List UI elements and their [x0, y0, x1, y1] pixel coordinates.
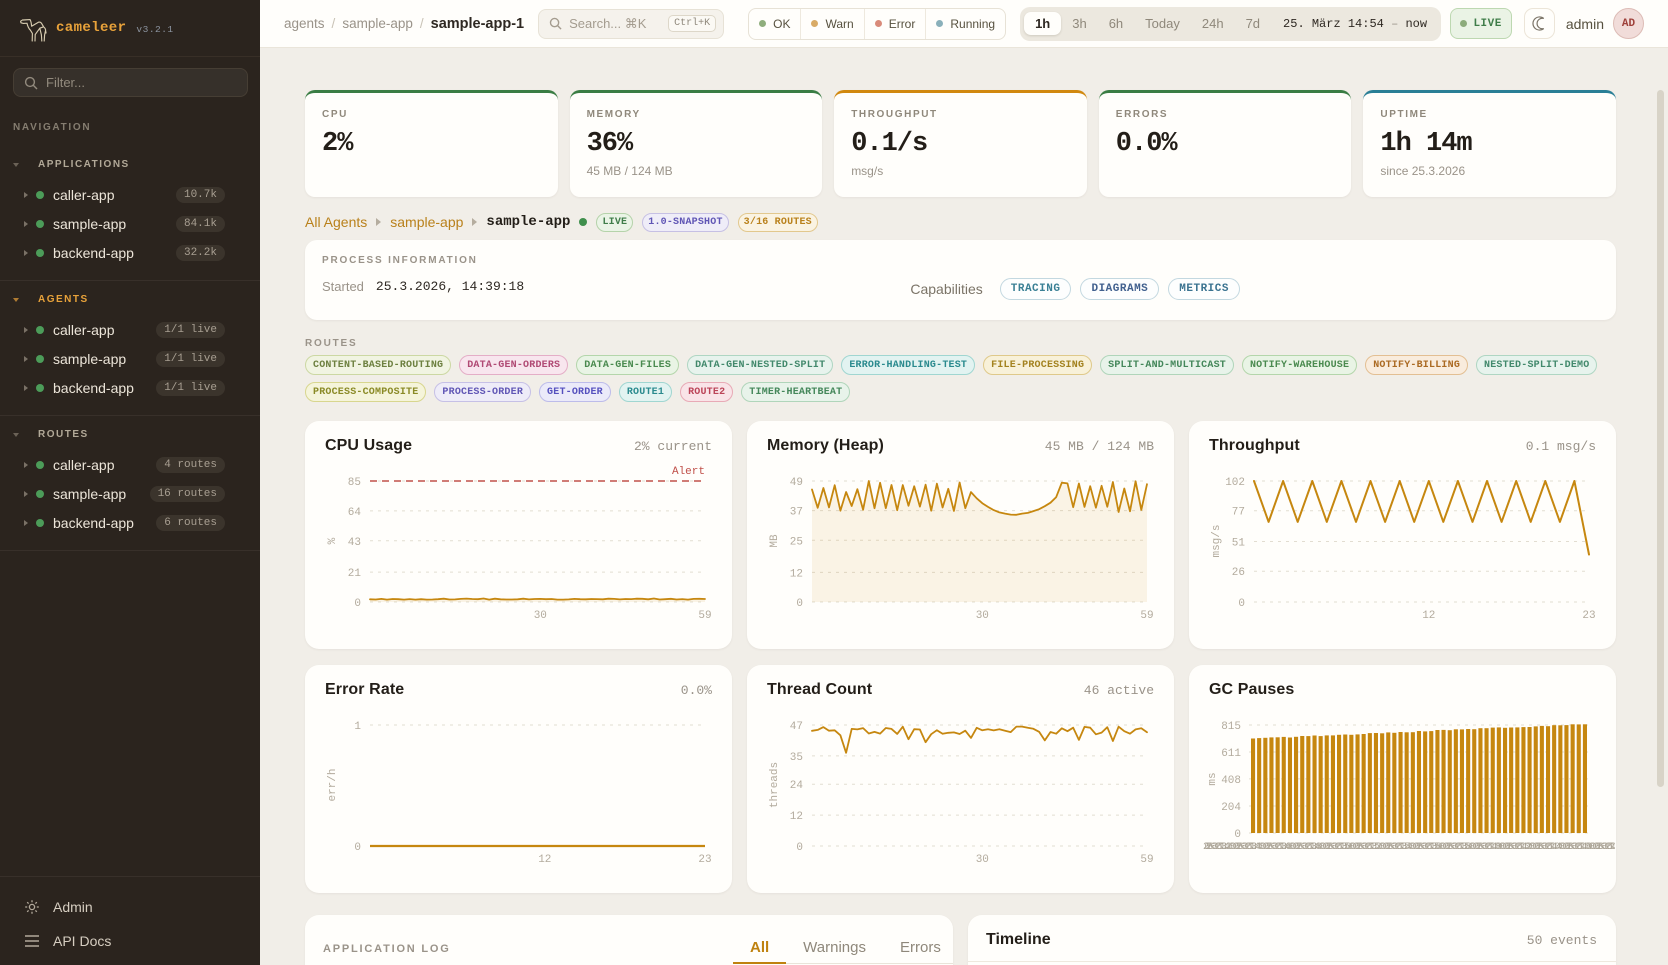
svg-text:30: 30	[976, 854, 989, 866]
svg-text:49: 49	[790, 477, 803, 489]
svg-text:21: 21	[348, 568, 362, 580]
svg-text:threads: threads	[769, 762, 781, 808]
svg-text:25: 25	[790, 536, 803, 548]
svg-text:37: 37	[790, 507, 803, 519]
svg-text:0: 0	[796, 842, 803, 854]
svg-text:1: 1	[354, 721, 361, 733]
svg-text:12: 12	[1422, 610, 1435, 622]
svg-text:%: %	[327, 537, 339, 544]
svg-text:Alert: Alert	[672, 466, 705, 478]
svg-text:MB: MB	[769, 534, 781, 548]
svg-text:47: 47	[790, 721, 803, 733]
svg-text:77: 77	[1232, 507, 1245, 519]
svg-text:85: 85	[348, 477, 361, 489]
svg-text:12: 12	[790, 568, 803, 580]
svg-text:23: 23	[698, 854, 711, 866]
svg-text:12: 12	[538, 854, 551, 866]
svg-text:51: 51	[1232, 538, 1246, 550]
svg-text:408: 408	[1221, 775, 1241, 787]
svg-text:0: 0	[796, 598, 803, 610]
svg-text:611: 611	[1221, 748, 1241, 760]
svg-text:0: 0	[1234, 829, 1241, 841]
svg-text:59: 59	[698, 610, 711, 622]
svg-text:35: 35	[790, 752, 803, 764]
svg-text:59: 59	[1140, 854, 1153, 866]
svg-text:12: 12	[790, 811, 803, 823]
svg-text:102: 102	[1225, 477, 1245, 489]
svg-text:64: 64	[348, 507, 362, 519]
svg-text:30: 30	[976, 610, 989, 622]
svg-text:err/h: err/h	[327, 768, 339, 801]
svg-text:0: 0	[1238, 598, 1245, 610]
svg-text:30: 30	[534, 610, 547, 622]
svg-text:24: 24	[790, 780, 804, 792]
svg-text:815: 815	[1221, 721, 1241, 733]
svg-text:59: 59	[1140, 610, 1153, 622]
svg-text:43: 43	[348, 537, 361, 549]
svg-text:ms: ms	[1207, 772, 1219, 785]
svg-text:26: 26	[1232, 567, 1245, 579]
svg-text:204: 204	[1221, 802, 1241, 814]
svg-text:23: 23	[1582, 610, 1595, 622]
svg-text:msg/s: msg/s	[1211, 524, 1223, 557]
svg-text:0: 0	[354, 598, 361, 610]
svg-text:0: 0	[354, 842, 361, 854]
